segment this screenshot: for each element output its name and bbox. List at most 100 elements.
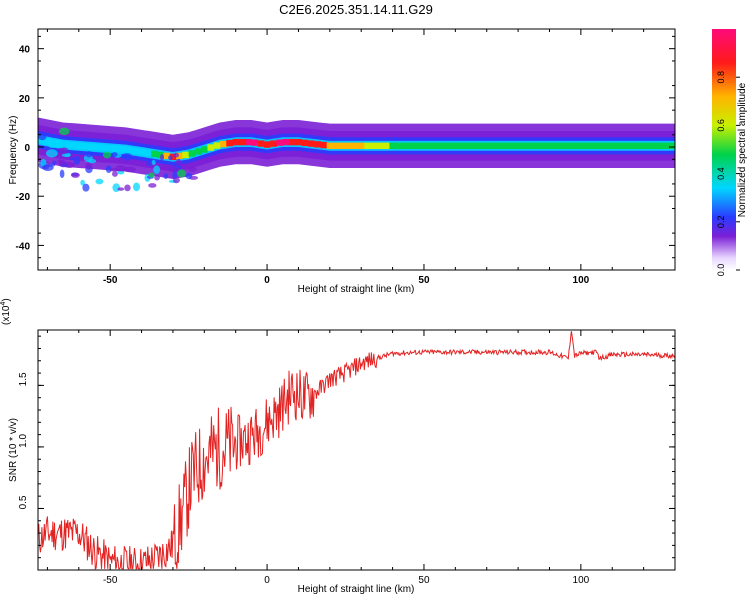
heatmap-cell [75, 142, 83, 150]
snr-xlabel: Height of straight line (km) [298, 584, 415, 595]
heatmap-blob [57, 147, 64, 152]
heatmap-blob [85, 162, 93, 170]
heatmap-cell [69, 142, 77, 149]
heatmap-blob [85, 151, 94, 158]
heatmap-cell [307, 140, 315, 147]
heatmap-cell [370, 142, 378, 150]
heatmap-cell [502, 142, 510, 150]
heatmap-cell [452, 142, 459, 150]
heatmap-cell [289, 138, 296, 146]
heatmap-cell [609, 142, 616, 150]
heatmap-blob [188, 167, 197, 172]
heatmap-cell [270, 140, 277, 147]
colorbar-tick-label: 0.2 [716, 216, 726, 229]
heatmap-cell [213, 142, 221, 149]
heatmap-cell [157, 151, 165, 159]
heatmap-blob [173, 152, 179, 158]
heatmap-cell [408, 142, 416, 150]
spectrogram-frame [37, 28, 676, 271]
x-tick-label: 0 [264, 575, 270, 586]
x-tick-label: 50 [418, 575, 430, 586]
heatmap-cell [496, 142, 503, 150]
heatmap-cell [364, 142, 372, 150]
heatmap-cell [546, 142, 554, 150]
heatmap-cell [420, 142, 428, 150]
colorbar-tick-label: 0.4 [716, 167, 726, 180]
heatmap-cell [671, 142, 675, 150]
colorbar-tick-label: 0.6 [716, 119, 726, 132]
heatmap-cell [232, 138, 240, 146]
heatmap-cell [646, 142, 654, 150]
heatmap-cell [383, 142, 390, 150]
colorbar-ticks: 0.0 0.2 0.4 0.6 0.8 [716, 71, 740, 276]
heatmap-blob [172, 177, 180, 184]
heatmap-blob [111, 152, 118, 157]
heatmap-cell [402, 142, 409, 150]
heatmap-cell [389, 142, 397, 150]
heatmap-cell [163, 152, 171, 160]
colorbar-label: Normalized spectral amplitude [737, 82, 748, 217]
heatmap-blob [111, 171, 118, 177]
heatmap-cell [182, 151, 190, 159]
heatmap-blob [167, 166, 180, 172]
heatmap-blob [117, 187, 125, 191]
heatmap-cell [477, 142, 485, 150]
heatmap-cell [194, 148, 202, 155]
heatmap-blob [109, 168, 119, 172]
heatmap-blob [168, 155, 173, 161]
y-tick-label: 40 [19, 45, 31, 56]
y-tick-label: 0 [24, 143, 30, 154]
heatmap-cell [263, 141, 271, 148]
heatmap-blob [148, 172, 155, 178]
heatmap-cell [659, 142, 667, 150]
heatmap-cell [590, 142, 598, 150]
heatmap-cell [445, 142, 453, 150]
heatmap-cell [238, 138, 246, 146]
heatmap-cell [63, 141, 70, 149]
heatmap-cell [125, 146, 133, 154]
heatmap-cell [584, 142, 591, 150]
heatmap-blob [124, 184, 131, 192]
heatmap-blob [102, 151, 112, 159]
heatmap-blob [59, 169, 65, 178]
heatmap-blob [38, 131, 47, 141]
y-tick-label: 1.0 [18, 434, 29, 448]
snr-line-layer [38, 331, 675, 570]
spectrogram-ylabel: Frequency (Hz) [8, 116, 19, 185]
heatmap-cell [552, 142, 560, 150]
heatmap-cell [88, 143, 95, 150]
heatmap-blob [185, 172, 193, 180]
heatmap-cell [295, 138, 303, 146]
heatmap-blob [61, 153, 71, 157]
heatmap-cell [665, 142, 673, 150]
y-tick-label: -40 [16, 241, 31, 252]
y-tick-label: 20 [19, 94, 31, 105]
snr-frame [37, 329, 676, 571]
heatmap-blob [69, 157, 75, 161]
heatmap-cell [577, 142, 585, 150]
heatmap-blob [176, 158, 182, 166]
heatmap-blob [132, 182, 141, 192]
heatmap-cell [94, 144, 102, 151]
x-tick-label: 0 [264, 275, 270, 286]
heatmap-blob [82, 183, 90, 192]
snr-line [38, 331, 675, 570]
heatmap-cell [345, 142, 353, 150]
heatmap-blob [121, 153, 133, 161]
heatmap-cell [44, 138, 52, 145]
heatmap-cell [395, 142, 403, 150]
heatmap-cell [251, 139, 259, 146]
x-tick-label: 100 [573, 275, 590, 286]
y-tick-label: 0.5 [18, 495, 29, 509]
heatmap-cell [615, 142, 623, 150]
heatmap-blob [80, 179, 85, 186]
heatmap-cell [201, 146, 208, 153]
heatmap-blob [95, 178, 104, 185]
heatmap-cell [471, 142, 478, 150]
heatmap-cell [527, 142, 535, 150]
heatmap-cell [339, 142, 347, 150]
colorbar: 0.0 0.2 0.4 0.6 0.8 Normalized spectral ampl… [712, 29, 748, 276]
heatmap-blob [161, 166, 167, 171]
heatmap-cell [326, 142, 334, 150]
heatmap-cell [627, 142, 635, 150]
